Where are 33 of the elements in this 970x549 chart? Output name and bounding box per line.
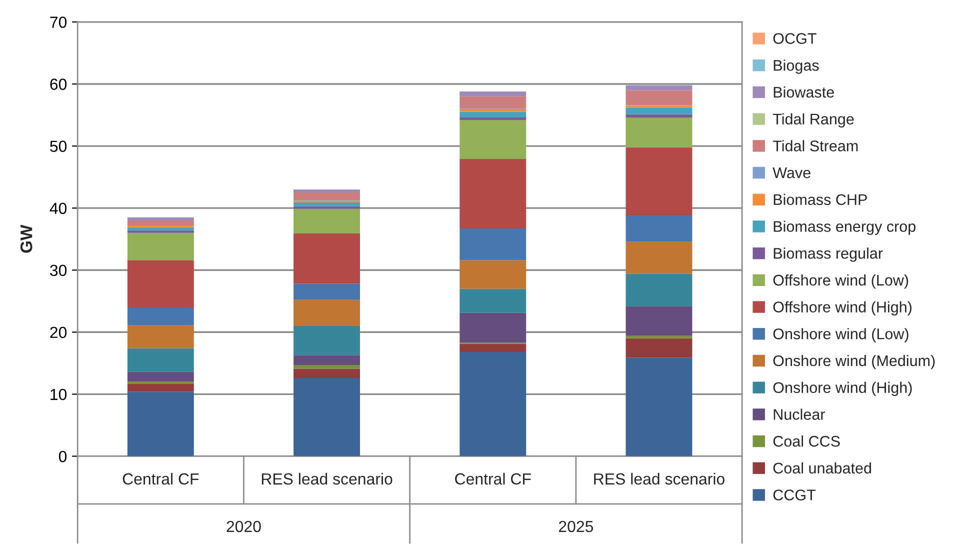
y-tick-label: 10 <box>50 388 67 400</box>
x-tick-label: Central CF <box>455 472 531 485</box>
y-tick-label: 60 <box>50 78 67 90</box>
x-tick-label: RES lead scenario <box>594 472 724 485</box>
legend-label: Onshore wind (High) <box>773 382 912 396</box>
x-tick-label: Central CF <box>122 472 199 485</box>
legend-label: Nuclear <box>774 408 825 420</box>
x-tick-label: RES lead scenario <box>262 472 392 485</box>
y-tick-label: 40 <box>50 202 67 214</box>
y-tick-label: 70 <box>50 16 67 28</box>
legend-label: Onshore wind (Medium) <box>773 354 935 370</box>
legend-label: Tidal Range <box>772 113 854 128</box>
legend-label: Biomass energy crop <box>774 220 916 235</box>
legend-label: Offshore wind (Low) <box>773 274 908 289</box>
legend-label: Offshore wind (High) <box>773 301 912 316</box>
legend-label: Coal unabated <box>773 462 872 474</box>
legend-label: Biowaste <box>774 86 834 98</box>
text: 2025 <box>558 520 594 532</box>
y-tick-label: 20 <box>50 326 67 338</box>
legend-label: Biomass regular <box>774 248 883 262</box>
legend-label: Biomass CHP <box>774 194 867 206</box>
legend-label: Tidal Stream <box>772 140 858 152</box>
y-tick-label: 50 <box>50 140 67 152</box>
legend-label: Coal CCS <box>773 435 840 447</box>
y-tick-label: 30 <box>50 264 67 276</box>
y-axis-title: GW <box>20 224 32 253</box>
legend-label: OCGT <box>773 33 816 44</box>
text: 2020 <box>226 520 261 532</box>
legend-label: CCGT <box>773 490 816 500</box>
legend-label: Biogas <box>774 60 819 74</box>
y-tick-label: 0 <box>58 450 67 462</box>
legend-label: Wave <box>772 168 810 178</box>
legend-label: Onshore wind (Low) <box>773 328 908 342</box>
